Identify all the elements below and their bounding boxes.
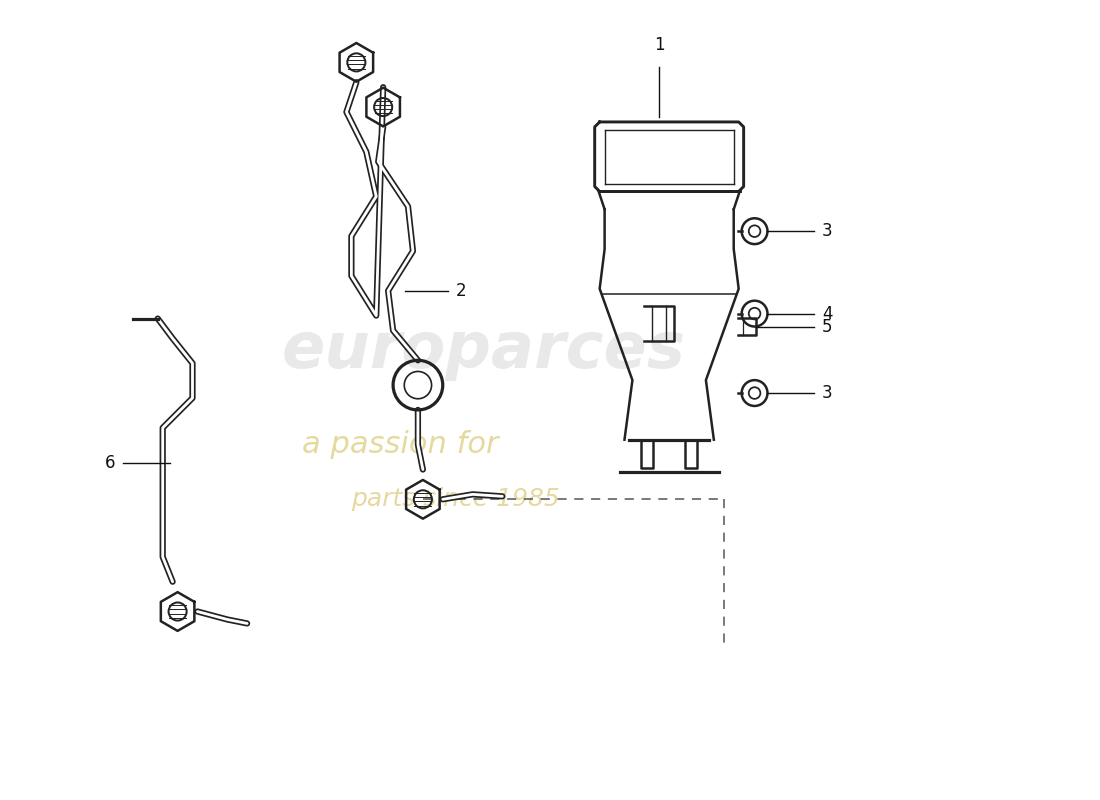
Text: europarces: europarces — [282, 319, 685, 382]
Text: 3: 3 — [822, 384, 833, 402]
Text: 2: 2 — [455, 282, 466, 300]
Text: 3: 3 — [822, 222, 833, 240]
Text: 5: 5 — [822, 318, 833, 335]
Text: parts since 1985: parts since 1985 — [351, 487, 560, 511]
Text: 1: 1 — [653, 37, 664, 54]
Text: 6: 6 — [104, 454, 116, 471]
Text: 4: 4 — [822, 305, 833, 322]
Text: a passion for: a passion for — [301, 430, 498, 459]
